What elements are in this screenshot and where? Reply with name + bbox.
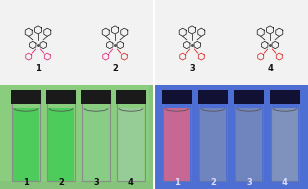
Bar [11, 90, 41, 104]
Bar [198, 90, 228, 104]
Bar [116, 90, 146, 104]
Text: 2: 2 [58, 178, 64, 187]
Bar [163, 90, 191, 181]
Text: 4: 4 [282, 178, 288, 187]
Text: 4: 4 [267, 64, 273, 73]
Text: 2: 2 [112, 64, 118, 73]
Bar [270, 90, 300, 104]
Bar [0, 0, 154, 85]
Bar [272, 108, 298, 181]
Text: 3: 3 [93, 178, 99, 187]
Bar [48, 108, 74, 181]
Text: 2: 2 [210, 178, 216, 187]
Text: 4: 4 [128, 178, 134, 187]
Bar [13, 108, 39, 181]
Bar [235, 90, 263, 181]
Text: 1: 1 [35, 64, 41, 73]
Bar [81, 90, 111, 104]
Text: 3: 3 [246, 178, 252, 187]
Bar [199, 90, 227, 181]
Bar [0, 85, 154, 189]
Bar [0, 85, 149, 181]
Bar [200, 108, 226, 181]
Bar [271, 90, 299, 181]
Bar [83, 108, 109, 181]
Bar [12, 90, 40, 181]
Text: 3: 3 [189, 64, 195, 73]
Bar [154, 85, 308, 189]
Bar [118, 108, 144, 181]
Bar [82, 90, 110, 181]
Bar [154, 0, 308, 85]
Bar [162, 90, 192, 104]
Text: 1: 1 [174, 178, 180, 187]
Bar [46, 90, 76, 104]
Bar [117, 90, 145, 181]
Bar [47, 90, 75, 181]
Bar [236, 108, 262, 181]
Text: 1: 1 [23, 178, 29, 187]
Bar [234, 90, 264, 104]
Bar [164, 108, 190, 181]
